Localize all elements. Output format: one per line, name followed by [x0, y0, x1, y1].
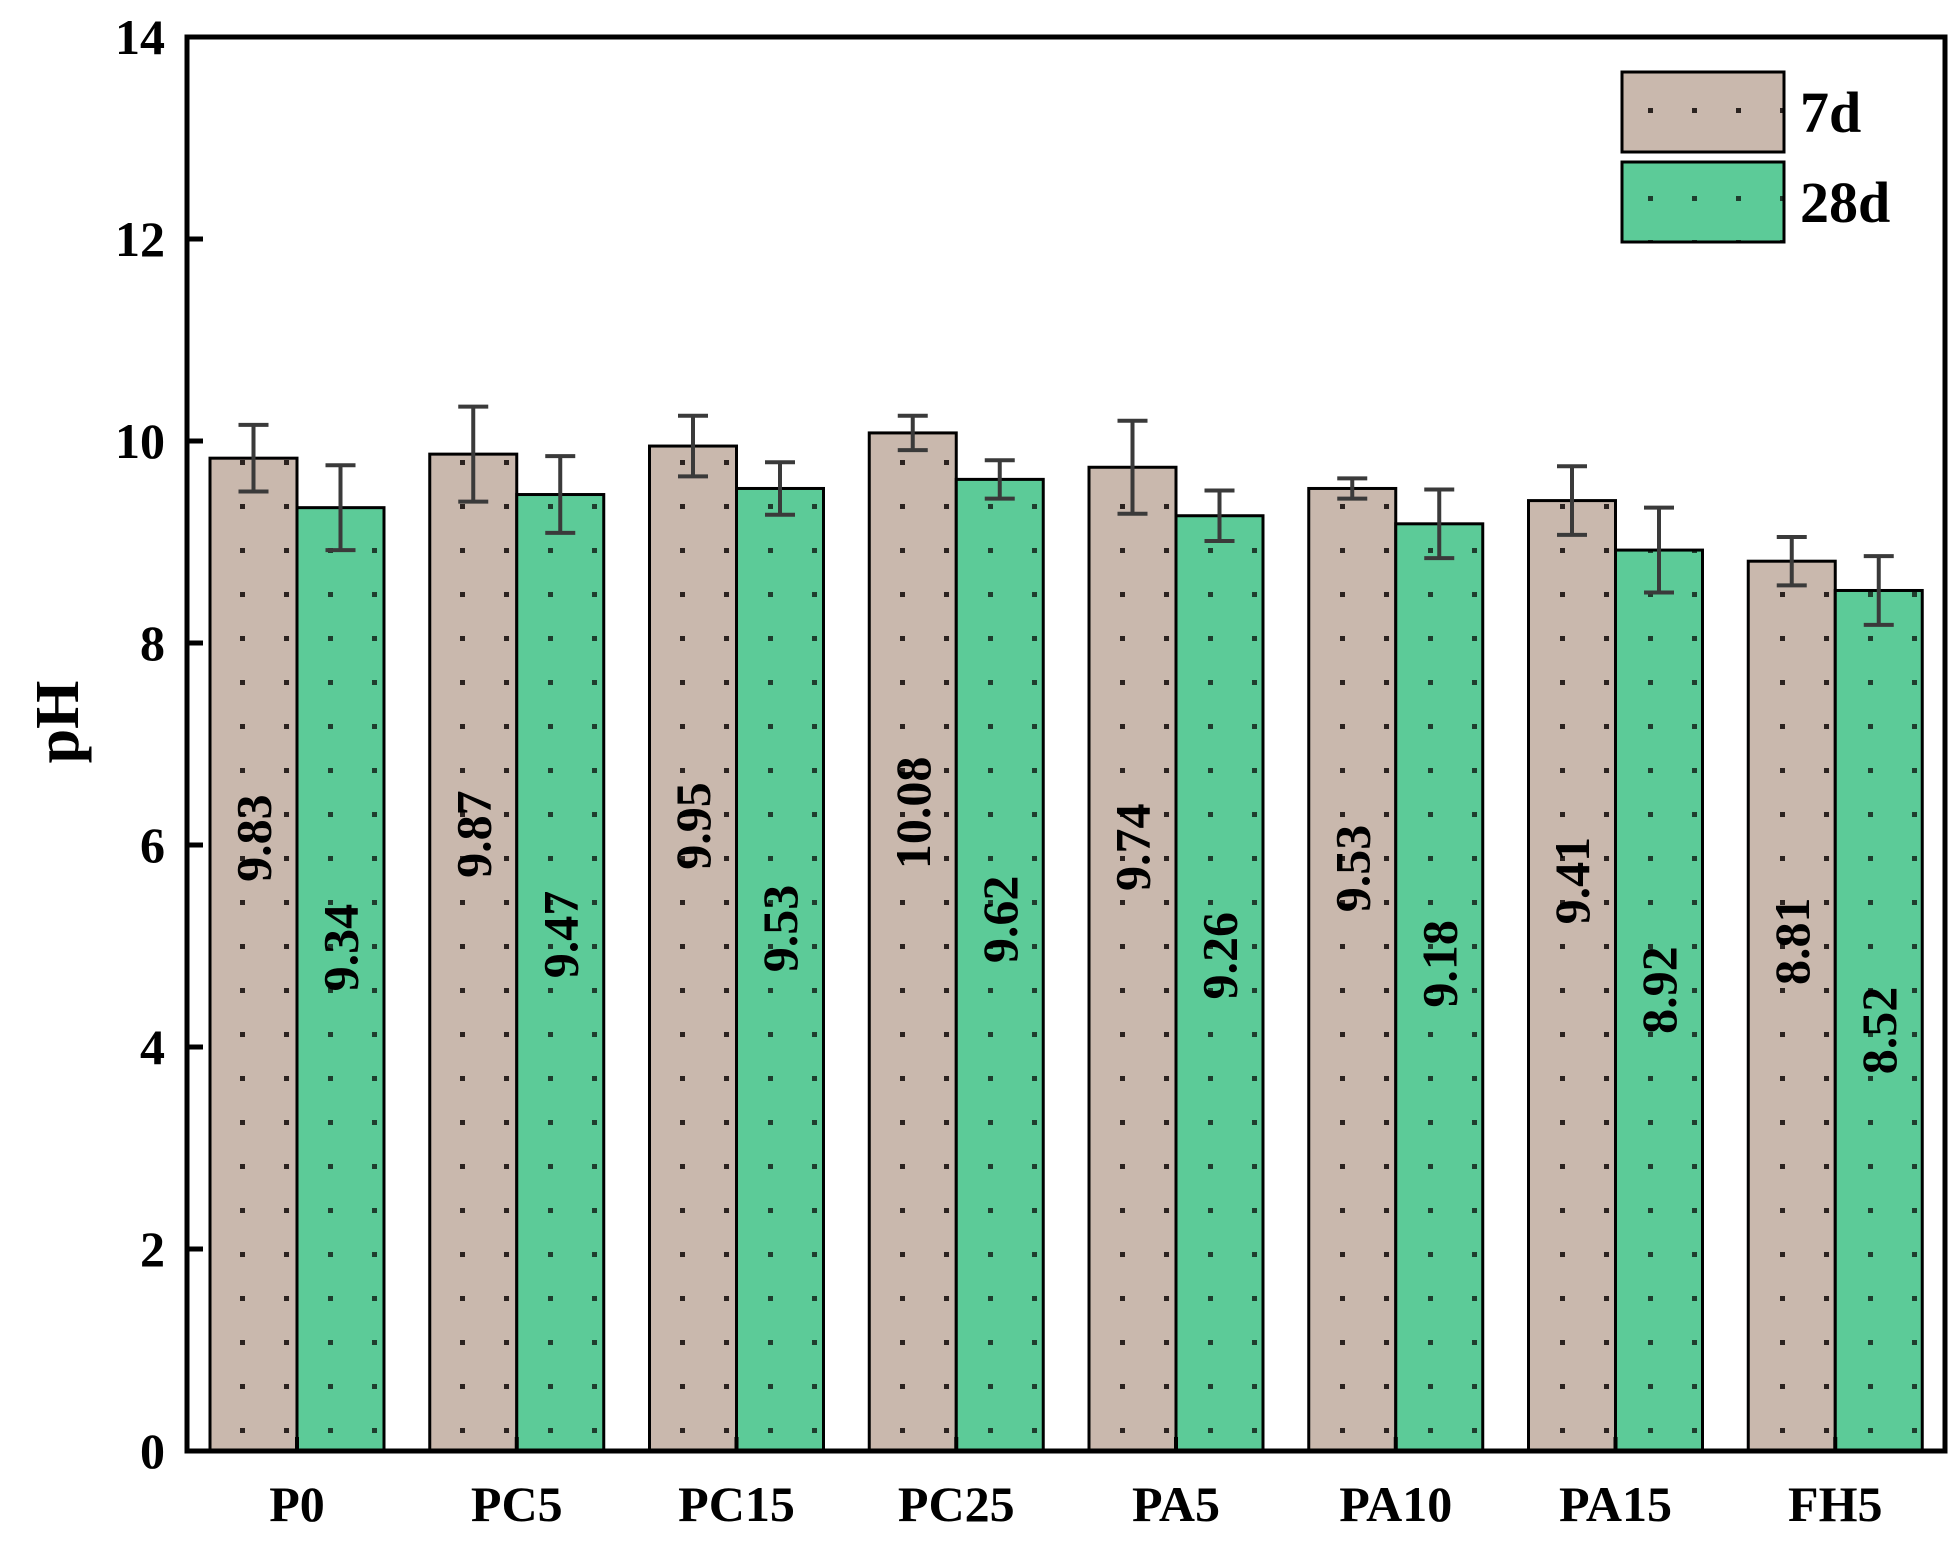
bar-7d-PC25 — [867, 431, 958, 1453]
bar-7d-PA5 — [1087, 465, 1178, 1453]
bar-28d-P0 — [295, 506, 386, 1453]
axes: 0 2 4 6 8 10 12 14 P0 PC5 PC15 PC25 PA5 PA10 PA15 FH5 — [115, 9, 1948, 1532]
bar-7d-PC15 — [648, 444, 738, 1453]
y-tick-label: 12 — [115, 211, 165, 267]
y-tick-label: 10 — [115, 413, 165, 469]
legend-label: 7d — [1800, 80, 1861, 145]
bar-28d-PC5 — [515, 493, 606, 1453]
bars — [208, 431, 1924, 1453]
y-tick-label: 0 — [140, 1423, 165, 1479]
y-tick-label: 8 — [140, 615, 165, 671]
x-tick-label: PC25 — [898, 1476, 1015, 1532]
bar-28d-PA5 — [1174, 514, 1265, 1453]
legend-label: 28d — [1800, 170, 1890, 235]
bar-value-label: 8.81 — [1764, 897, 1820, 985]
bar-value-label: 9.41 — [1544, 837, 1600, 925]
bar-value-label: 9.53 — [1324, 825, 1380, 913]
legend-swatch-28d — [1620, 160, 1786, 244]
bar-7d-PA15 — [1527, 499, 1617, 1453]
x-tick-label: PA10 — [1339, 1476, 1452, 1532]
bar-7d-PA10 — [1307, 486, 1398, 1453]
x-tick-label: PC5 — [471, 1476, 563, 1532]
x-tick-label: PA5 — [1132, 1476, 1220, 1532]
bar-value-label: 9.74 — [1105, 804, 1161, 892]
legend-swatch-7d — [1620, 70, 1786, 154]
x-tick-label: FH5 — [1788, 1476, 1882, 1532]
bar-28d-PA15 — [1614, 548, 1704, 1453]
plot-frame — [184, 34, 1948, 1454]
x-tick-label: PC15 — [678, 1476, 795, 1532]
bar-value-label: 10.08 — [885, 757, 941, 870]
bar-value-label: 9.47 — [532, 891, 588, 979]
y-tick-label: 2 — [140, 1221, 165, 1277]
bar-value-labels: 9.83 9.34 9.87 9.47 9.95 9.53 10.08 9.62 9.74 9.2… — [226, 757, 1907, 1075]
error-bars — [238, 404, 1894, 627]
y-tick-label: 4 — [140, 1019, 165, 1075]
bar-value-label: 9.62 — [972, 876, 1028, 964]
bar-value-label: 9.83 — [226, 794, 282, 882]
bar-value-label: 9.26 — [1192, 912, 1248, 1000]
y-tick-label: 14 — [115, 9, 165, 65]
bar-value-label: 9.53 — [752, 885, 808, 973]
bar-value-label: 9.18 — [1411, 920, 1467, 1008]
bar-value-label: 8.52 — [1851, 987, 1907, 1075]
bar-value-label: 9.95 — [665, 782, 721, 870]
bar-28d-PC25 — [954, 477, 1045, 1453]
x-tick-label: PA15 — [1559, 1476, 1672, 1532]
bar-value-label: 9.34 — [313, 904, 369, 992]
bar-7d-FH5 — [1746, 559, 1837, 1453]
y-tick-label: 6 — [140, 817, 165, 873]
x-tick-label: P0 — [269, 1476, 325, 1532]
bar-value-label: 9.87 — [445, 790, 501, 878]
bar-value-label: 8.92 — [1631, 946, 1687, 1034]
y-axis-title: pH — [24, 681, 92, 764]
bar-7d-P0 — [208, 456, 299, 1453]
bar-7d-PC5 — [428, 452, 519, 1453]
